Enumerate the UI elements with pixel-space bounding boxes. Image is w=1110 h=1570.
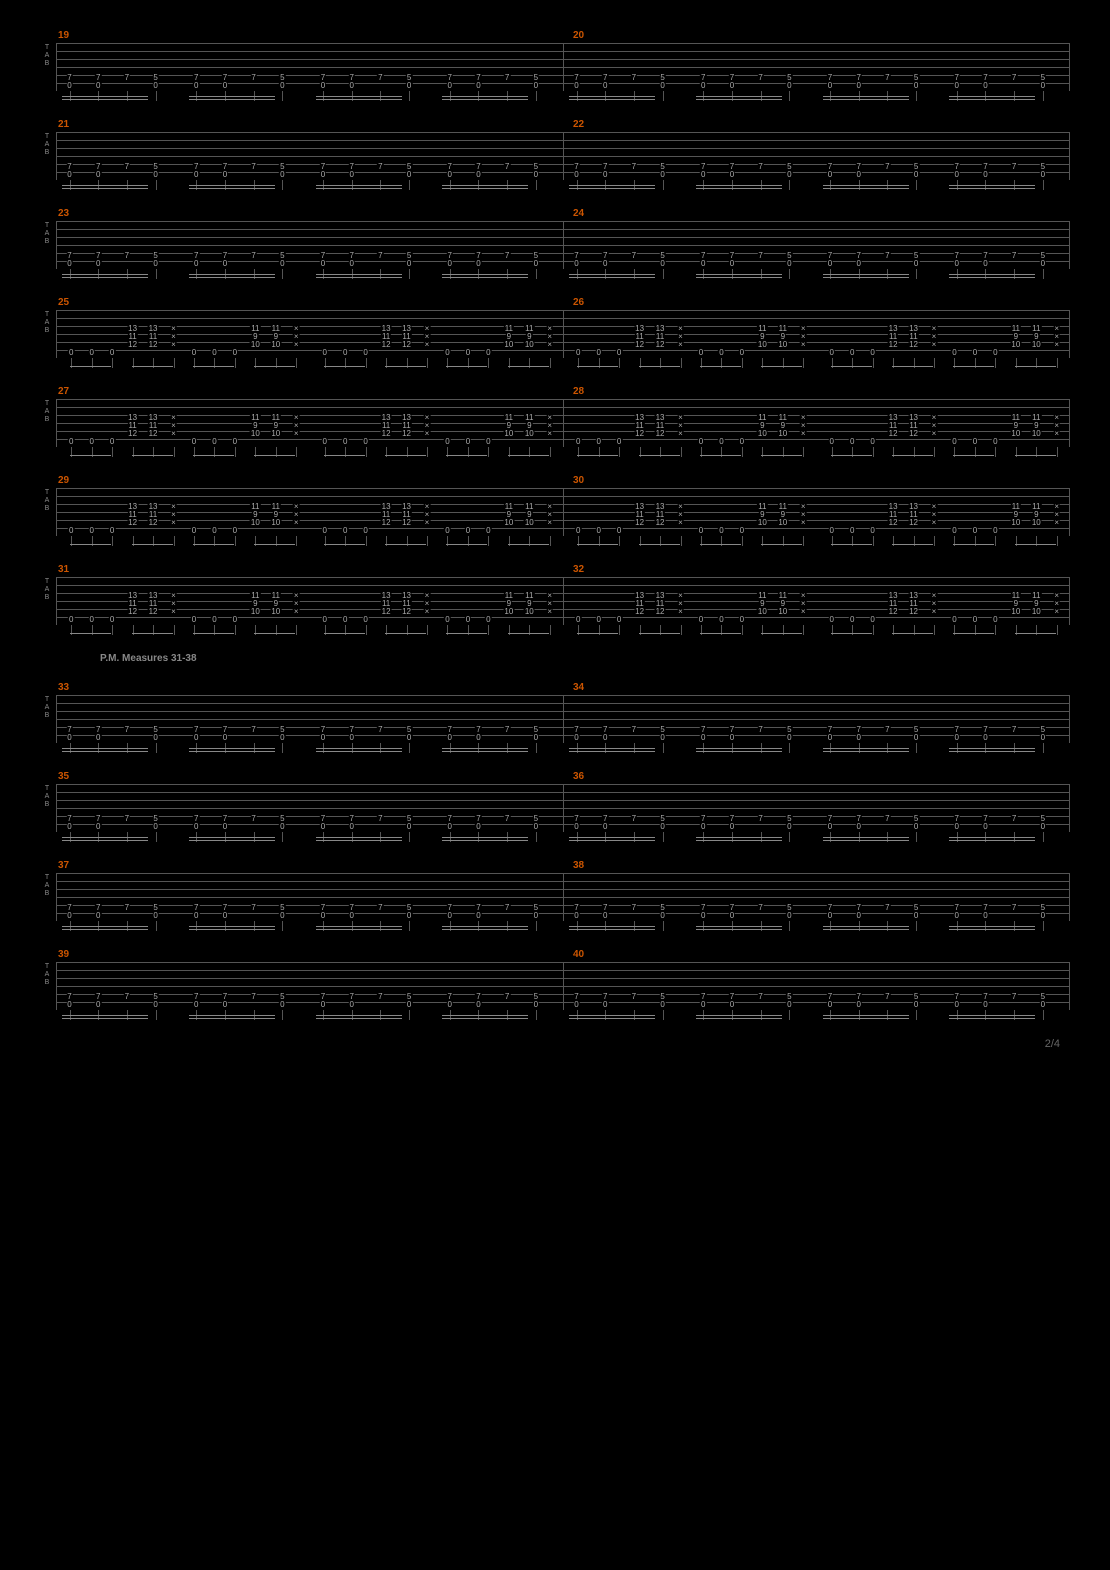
notes-layer: 7070750707075070707507070750707075070707…: [57, 962, 1069, 1010]
page-number: 2/4: [40, 1038, 1070, 1050]
measure-number: 27: [40, 386, 555, 397]
tab-clef: TAB: [40, 785, 54, 809]
measure-number: 36: [555, 771, 1070, 782]
staff-row: 2526 TAB000131112131112×××0001191011910××…: [40, 297, 1070, 358]
tab-clef: TAB: [40, 578, 54, 602]
tab-clef: TAB: [40, 44, 54, 68]
tab-page: 1920TAB707075070707507070750707075070707…: [0, 0, 1110, 1070]
staff-lines: 000131112131112×××0001191011910×××000131…: [56, 399, 1070, 447]
staff-row: 2728 TAB000131112131112×××0001191011910××…: [40, 386, 1070, 447]
notes-layer: 7070750707075070707507070750707075070707…: [57, 43, 1069, 91]
measure-number: 21: [40, 119, 555, 130]
measure-number: 29: [40, 475, 555, 486]
staff-lines: 7070750707075070707507070750707075070707…: [56, 873, 1070, 921]
notes-layer: 000131112131112×××0001191011910×××000131…: [57, 310, 1069, 358]
staff-row: 3536 TAB707075070707507070750707075070707…: [40, 771, 1070, 832]
annotation-text: P.M. Measures 31-38: [100, 653, 1070, 664]
measure-number: 20: [555, 30, 1070, 41]
notes-layer: 000131112131112×××0001191011910×××000131…: [57, 399, 1069, 447]
measure-number: 40: [555, 949, 1070, 960]
measure-number: 31: [40, 564, 555, 575]
staff-lines: 7070750707075070707507070750707075070707…: [56, 962, 1070, 1010]
notes-layer: 000131112131112×××0001191011910×××000131…: [57, 577, 1069, 625]
tab-clef: TAB: [40, 874, 54, 898]
tab-clef: TAB: [40, 311, 54, 335]
staff-lines: 000131112131112×××0001191011910×××000131…: [56, 488, 1070, 536]
staff-row: 3940 TAB707075070707507070750707075070707…: [40, 949, 1070, 1010]
measure-number: 35: [40, 771, 555, 782]
tab-clef: TAB: [40, 963, 54, 987]
notes-layer: 000131112131112×××0001191011910×××000131…: [57, 488, 1069, 536]
measure-number: 25: [40, 297, 555, 308]
tab-clef: TAB: [40, 489, 54, 513]
rows-container: 1920TAB707075070707507070750707075070707…: [40, 30, 1070, 1010]
measure-number: 38: [555, 860, 1070, 871]
staff-row: 2324 TAB707075070707507070750707075070707…: [40, 208, 1070, 269]
measure-number: 24: [555, 208, 1070, 219]
staff-lines: 7070750707075070707507070750707075070707…: [56, 132, 1070, 180]
measure-number: 33: [40, 682, 555, 693]
measure-number: 23: [40, 208, 555, 219]
staff-lines: 000131112131112×××0001191011910×××000131…: [56, 577, 1070, 625]
staff-row: 2930 TAB000131112131112×××0001191011910××…: [40, 475, 1070, 536]
tab-clef: TAB: [40, 400, 54, 424]
staff-lines: 7070750707075070707507070750707075070707…: [56, 221, 1070, 269]
staff-row: 3132 TAB000131112131112×××0001191011910××…: [40, 564, 1070, 625]
notes-layer: 7070750707075070707507070750707075070707…: [57, 784, 1069, 832]
tab-clef: TAB: [40, 222, 54, 246]
staff-lines: 7070750707075070707507070750707075070707…: [56, 43, 1070, 91]
staff-lines: 7070750707075070707507070750707075070707…: [56, 784, 1070, 832]
staff-row: 3334 TAB707075070707507070750707075070707…: [40, 682, 1070, 743]
measure-number: 39: [40, 949, 555, 960]
measure-number: 22: [555, 119, 1070, 130]
measure-number: 28: [555, 386, 1070, 397]
measure-number: 34: [555, 682, 1070, 693]
tab-clef: TAB: [40, 133, 54, 157]
notes-layer: 7070750707075070707507070750707075070707…: [57, 695, 1069, 743]
staff-row: 3738 TAB707075070707507070750707075070707…: [40, 860, 1070, 921]
staff-lines: 000131112131112×××0001191011910×××000131…: [56, 310, 1070, 358]
staff-row: 2122 TAB707075070707507070750707075070707…: [40, 119, 1070, 180]
measure-number: 32: [555, 564, 1070, 575]
measure-number: 30: [555, 475, 1070, 486]
notes-layer: 7070750707075070707507070750707075070707…: [57, 873, 1069, 921]
measure-number: 26: [555, 297, 1070, 308]
measure-number: 19: [40, 30, 555, 41]
tab-clef: TAB: [40, 696, 54, 720]
measure-number: 37: [40, 860, 555, 871]
notes-layer: 7070750707075070707507070750707075070707…: [57, 221, 1069, 269]
staff-lines: 7070750707075070707507070750707075070707…: [56, 695, 1070, 743]
staff-row: 1920 TAB707075070707507070750707075070707…: [40, 30, 1070, 91]
notes-layer: 7070750707075070707507070750707075070707…: [57, 132, 1069, 180]
